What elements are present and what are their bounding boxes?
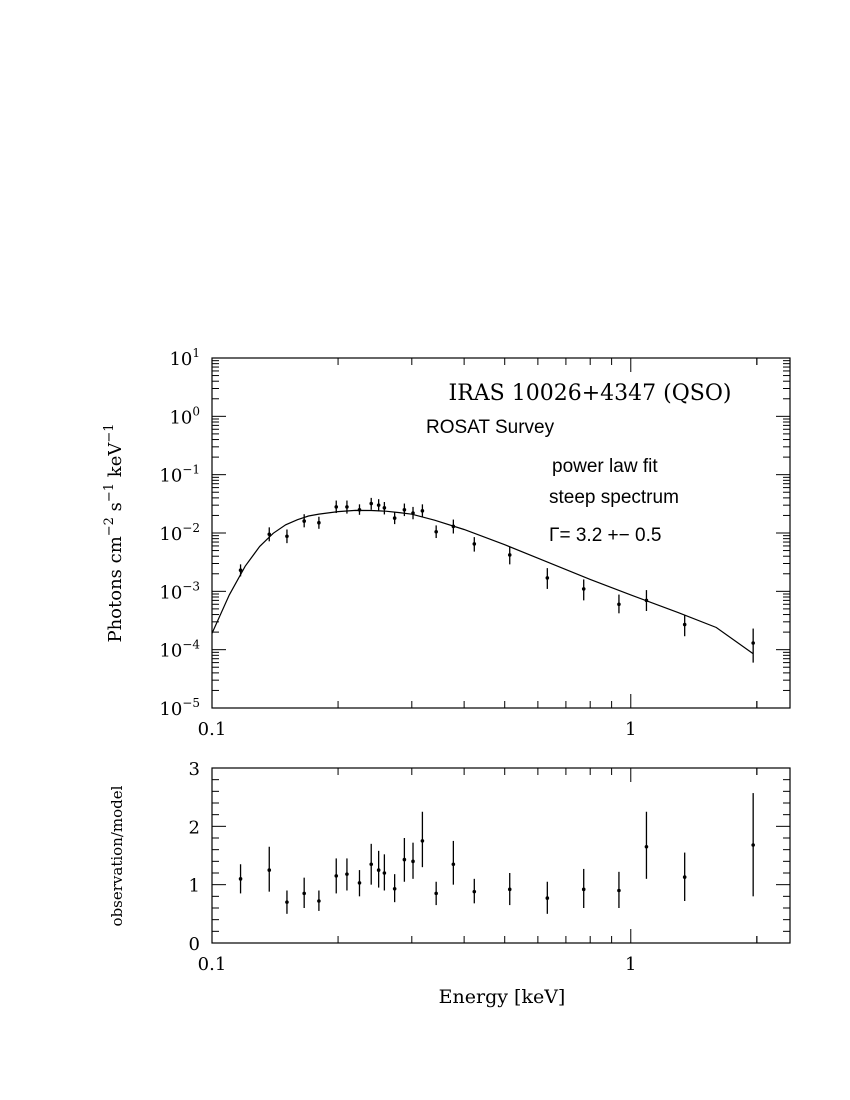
ratio-data-point xyxy=(434,891,438,896)
chart-title: IRAS 10026+4347 (QSO) xyxy=(449,381,732,406)
x-axis-label: Energy [keV] xyxy=(439,986,566,1008)
y-tick-label: 10−4 xyxy=(159,638,200,662)
spectrum-data-point xyxy=(644,598,649,603)
fit-annotation-line2: steep spectrum xyxy=(549,487,679,508)
model-curve-group xyxy=(211,509,754,655)
power-law-model-curve xyxy=(211,509,754,655)
x-tick-label: 1 xyxy=(625,719,636,740)
gamma-annotation: Γ= 3.2 +− 0.5 xyxy=(549,525,661,546)
ratio-data-point xyxy=(382,871,387,875)
spectrum-data-point xyxy=(451,524,456,529)
ratio-data-point xyxy=(451,862,456,867)
spectrum-data-point xyxy=(617,602,621,607)
ratio-data-point xyxy=(238,877,243,881)
y-tick-label: 10−3 xyxy=(159,579,200,603)
spectrum-data-point xyxy=(411,511,415,515)
spectrum-x-tick-labels: 0.1 1 xyxy=(198,719,637,740)
ylabel-exp-kev: −1 xyxy=(102,423,117,442)
ratio-data-point xyxy=(369,862,374,867)
spectrum-data-point xyxy=(472,542,477,546)
ratio-data-point xyxy=(545,896,550,900)
x-tick-label: 0.1 xyxy=(198,954,227,975)
ratio-data-point xyxy=(472,889,477,894)
ratio-axis-ticks xyxy=(211,767,790,944)
spectrum-data-point xyxy=(345,505,349,509)
spectrum-data-point xyxy=(751,641,755,645)
spectrum-data-point xyxy=(434,529,438,534)
ratio-y-tick-labels: 0 1 2 3 xyxy=(189,759,200,955)
ratio-data-point xyxy=(402,857,407,862)
spectrum-data-point xyxy=(267,532,272,537)
spectrum-data-point xyxy=(402,507,407,512)
ylabel-part-a: Photons cm xyxy=(105,536,126,642)
spectrum-data-point xyxy=(420,509,425,513)
spectrum-data-point xyxy=(507,553,512,557)
y-tick-label: 10−1 xyxy=(159,463,200,487)
ratio-data-point xyxy=(267,868,272,872)
ratio-data-point xyxy=(334,874,339,878)
spectrum-data-point xyxy=(238,568,243,573)
spectrum-data-point xyxy=(376,503,381,507)
spectrum-data-point xyxy=(357,507,362,512)
ratio-data-point xyxy=(376,868,381,872)
ratio-data-point xyxy=(357,881,362,885)
ratio-data-point xyxy=(617,888,621,893)
ylabel-exp-s: −1 xyxy=(102,483,117,502)
spectrum-y-tick-labels: 101 100 10−1 10−2 10−3 10−4 10−5 xyxy=(159,346,200,720)
spectrum-plot-frame xyxy=(211,357,791,709)
gamma-symbol: Γ xyxy=(549,525,559,546)
chart-subtitle: ROSAT Survey xyxy=(426,417,555,438)
spectrum-data-points xyxy=(238,497,755,663)
ylabel-part-kev: keV xyxy=(105,442,126,483)
ratio-data-point xyxy=(420,839,425,843)
spectrum-data-point xyxy=(581,587,586,591)
spectrum-axis-ticks xyxy=(211,357,790,709)
ratio-data-point xyxy=(644,844,649,849)
spectrum-data-point xyxy=(285,534,289,539)
ratio-data-point xyxy=(751,843,755,847)
ratio-data-point xyxy=(345,872,349,876)
spectrum-data-point xyxy=(317,520,321,525)
spectrum-data-point xyxy=(369,501,374,506)
ratio-y-tick-label: 0 xyxy=(189,934,200,955)
ratio-y-tick-label: 2 xyxy=(189,817,200,838)
spectrum-data-point xyxy=(682,622,687,627)
ratio-data-point xyxy=(285,900,289,904)
ratio-data-point xyxy=(581,887,586,892)
fit-annotation-line1: power law fit xyxy=(552,456,658,477)
ratio-data-point xyxy=(411,859,415,864)
ratio-data-point xyxy=(317,899,321,903)
ratio-data-point xyxy=(507,887,512,892)
y-tick-label: 100 xyxy=(169,404,200,428)
ylabel-part-s: s xyxy=(105,502,126,517)
spectrum-data-point xyxy=(545,576,550,580)
spectrum-data-point xyxy=(392,516,397,520)
spectrum-data-point xyxy=(302,519,306,523)
y-tick-label: 101 xyxy=(169,346,200,370)
ratio-plot-frame xyxy=(211,767,791,944)
ratio-y-tick-label: 3 xyxy=(189,759,200,780)
x-tick-label: 1 xyxy=(625,954,636,975)
y-tick-label: 10−2 xyxy=(159,521,200,545)
ratio-x-tick-labels: 0.1 1 xyxy=(198,954,637,975)
spectrum-y-axis-label: Photons cm−2 s−1 keV−1 xyxy=(102,423,126,642)
ratio-y-tick-label: 1 xyxy=(189,876,200,897)
ratio-data-point xyxy=(392,886,397,891)
gamma-value: = 3.2 +− 0.5 xyxy=(559,525,661,546)
x-tick-label: 0.1 xyxy=(198,719,227,740)
ratio-data-points xyxy=(238,793,755,914)
ratio-data-point xyxy=(302,891,306,896)
ylabel-exp-cm: −2 xyxy=(102,517,117,536)
ratio-y-axis-label: observation/model xyxy=(108,785,126,926)
ratio-data-point xyxy=(682,875,687,879)
spectrum-data-point xyxy=(382,506,387,510)
spectrum-data-point xyxy=(334,505,339,509)
y-tick-label: 10−5 xyxy=(159,696,200,720)
